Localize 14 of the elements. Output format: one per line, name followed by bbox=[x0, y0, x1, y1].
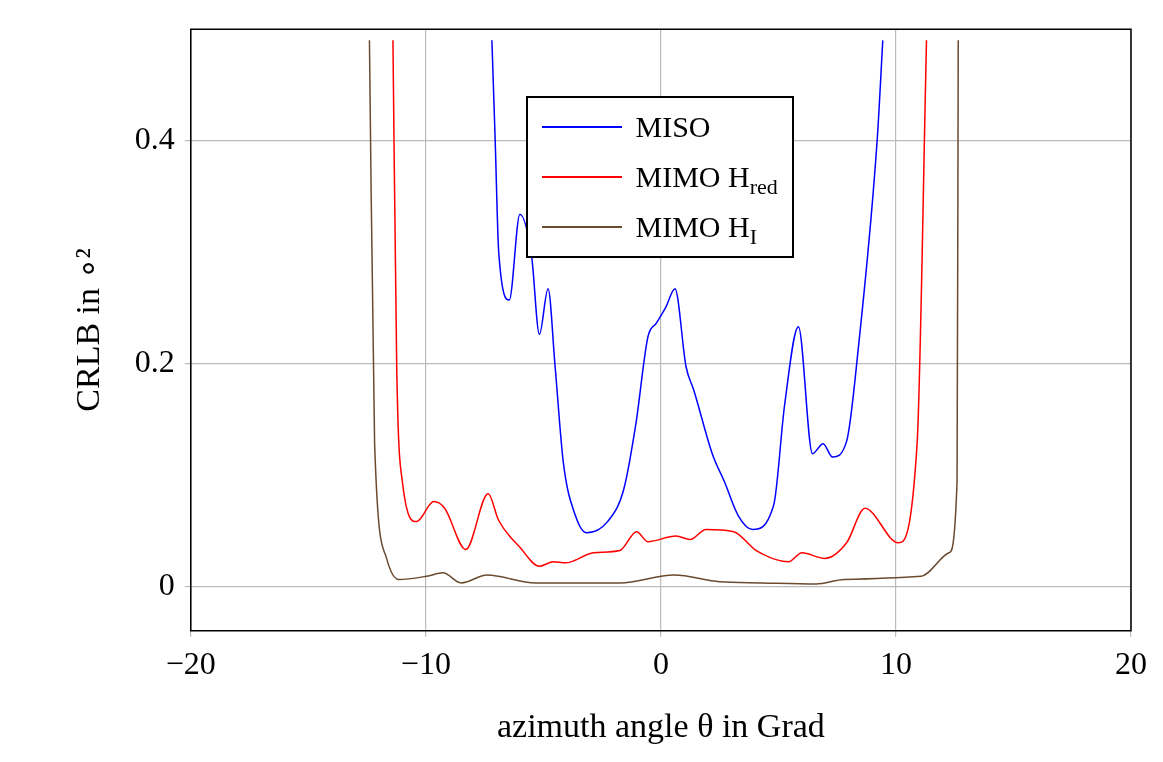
y-tick-label: 0.4 bbox=[134, 120, 175, 157]
line-series bbox=[491, 39, 884, 534]
legend-label: MISO bbox=[635, 110, 711, 144]
x-tick-label: 10 bbox=[879, 645, 912, 682]
y-axis-title: CRLB in ∘² bbox=[69, 248, 107, 412]
x-tick-label: 0 bbox=[652, 645, 669, 682]
x-tick-label: −10 bbox=[400, 645, 451, 682]
y-tick-label: 0.2 bbox=[134, 342, 175, 379]
x-tick-label: 20 bbox=[1115, 645, 1147, 682]
legend-label: MIMO H$_{I}$ bbox=[635, 210, 757, 250]
x-axis-title: azimuth angle θ in Grad bbox=[496, 706, 825, 744]
y-tick-label: 0 bbox=[158, 565, 175, 602]
x-tick-label: −20 bbox=[165, 645, 216, 682]
legend-label: MIMO H$_{red}$ bbox=[635, 160, 778, 200]
